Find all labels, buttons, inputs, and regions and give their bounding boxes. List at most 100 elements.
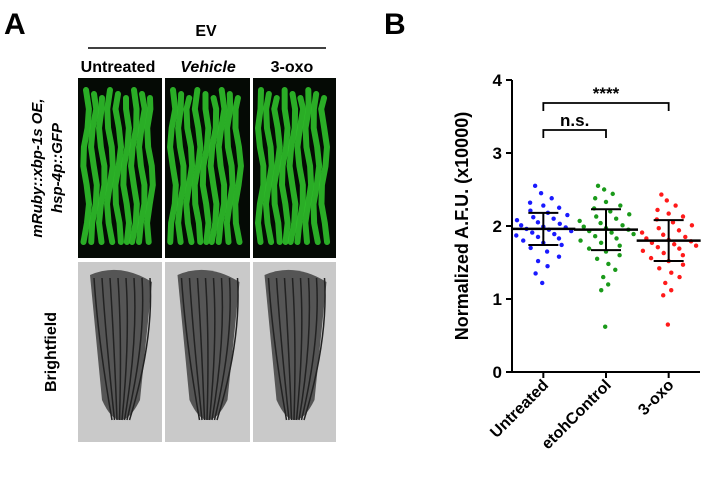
data-point xyxy=(544,249,550,254)
data-point xyxy=(665,322,671,327)
significance-bracket xyxy=(542,129,607,138)
data-point xyxy=(617,243,622,248)
data-point xyxy=(541,203,546,208)
data-point xyxy=(527,200,533,205)
data-point xyxy=(530,230,535,235)
data-point xyxy=(592,196,598,201)
worm-outline xyxy=(188,277,203,421)
worm-outline xyxy=(211,277,224,421)
data-point xyxy=(656,225,661,231)
worm-gfp xyxy=(104,87,116,245)
worm-outline xyxy=(117,277,122,421)
worm-gfp xyxy=(112,91,125,245)
data-point xyxy=(514,217,520,223)
worm-gfp xyxy=(80,87,93,245)
data-point xyxy=(598,220,603,226)
data-point xyxy=(594,214,599,219)
data-point xyxy=(683,234,688,240)
data-point xyxy=(602,324,608,329)
data-point xyxy=(601,274,606,280)
data-point xyxy=(601,187,607,192)
column-label: 3-oxo xyxy=(271,59,314,76)
worm-outline xyxy=(208,277,216,421)
worm-outline xyxy=(275,277,290,421)
worm-gfp xyxy=(294,95,307,245)
data-point xyxy=(551,216,556,221)
data-point xyxy=(631,231,636,237)
data-point xyxy=(666,211,671,216)
y-tick-label: 0 xyxy=(493,363,502,382)
worm-gfp xyxy=(279,87,291,245)
data-point xyxy=(540,280,545,286)
worm-gfp xyxy=(175,91,187,245)
worm-outline xyxy=(126,277,144,421)
data-point xyxy=(639,230,645,235)
worm-outline xyxy=(295,277,303,421)
data-point xyxy=(603,199,609,205)
worm-gfp xyxy=(144,95,156,245)
data-point xyxy=(605,282,611,287)
data-point xyxy=(528,245,533,251)
column-label: Untreated xyxy=(81,59,156,76)
data-point xyxy=(676,228,682,233)
data-point xyxy=(559,242,564,248)
data-point xyxy=(617,253,622,258)
worm-gfp xyxy=(232,95,244,245)
worm-gfp xyxy=(215,87,228,245)
data-point xyxy=(663,280,668,286)
data-point xyxy=(552,231,557,237)
data-point xyxy=(545,263,550,269)
worm-outline xyxy=(300,277,318,421)
data-point xyxy=(689,223,695,228)
y-tick-label: 3 xyxy=(493,144,502,163)
worm-gfp xyxy=(262,91,275,245)
data-point xyxy=(614,236,619,241)
data-point xyxy=(613,267,618,272)
significance-bracket xyxy=(542,102,670,111)
data-point xyxy=(565,212,570,218)
worm-gfp xyxy=(135,91,148,245)
data-point xyxy=(669,288,674,293)
data-point xyxy=(535,258,541,264)
worm-outline xyxy=(213,277,231,421)
data-point xyxy=(514,233,519,238)
row-label: Brightfield xyxy=(43,312,60,392)
worm-gfp xyxy=(310,91,323,245)
worm-gfp xyxy=(271,95,283,245)
worm-gfp xyxy=(191,87,204,245)
data-point xyxy=(670,220,676,225)
data-point xyxy=(664,198,670,203)
data-point xyxy=(528,208,533,213)
worm-gfp xyxy=(286,91,299,245)
worm-gfp xyxy=(199,91,212,245)
data-point xyxy=(640,248,646,254)
y-axis-title: Normalized A.F.U. (x10000) xyxy=(452,112,472,340)
worm-outline xyxy=(283,277,293,421)
worm-gfp xyxy=(223,91,236,245)
data-point xyxy=(608,209,613,214)
column-label: Vehicle xyxy=(180,59,236,76)
data-point xyxy=(680,253,686,258)
data-point xyxy=(557,221,562,227)
data-point xyxy=(518,223,524,228)
data-point xyxy=(532,183,538,189)
data-point xyxy=(648,255,654,261)
data-point xyxy=(535,234,541,240)
panel-label: A xyxy=(4,8,26,41)
data-point xyxy=(659,192,664,197)
worm-outline xyxy=(121,277,129,421)
data-point xyxy=(556,254,562,259)
worm-outline xyxy=(291,277,296,421)
data-point xyxy=(680,262,686,267)
worm-gfp xyxy=(95,95,108,245)
worm-gfp xyxy=(128,87,140,245)
worm-gfp xyxy=(88,91,100,245)
row-label: mRuby::xbp-1s OE, xyxy=(29,98,46,237)
worm-gfp xyxy=(207,95,220,245)
data-point xyxy=(655,207,660,213)
data-point xyxy=(620,223,625,228)
data-point xyxy=(680,214,686,219)
significance-label: n.s. xyxy=(560,111,589,130)
data-point xyxy=(549,196,554,201)
